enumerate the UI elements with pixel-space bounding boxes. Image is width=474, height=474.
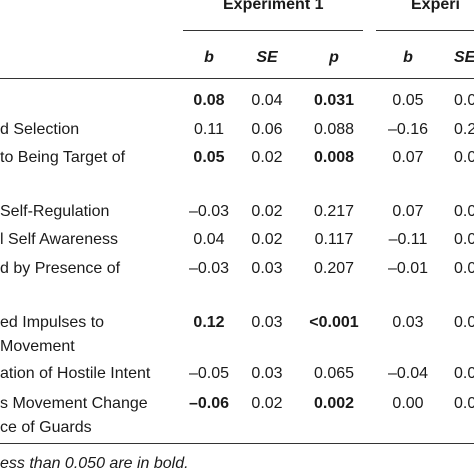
table-footnote: ess than 0.050 are in bold. [0,455,189,472]
cell-value: –0.04 [387,365,429,382]
cell-value: –0.01 [387,260,429,277]
row-label: d Selection [0,121,80,138]
header-rule [0,78,474,79]
cell-value: 0.0 [454,203,474,220]
cell-value: 0.117 [314,231,354,248]
row-label: s Movement Change [0,395,148,412]
bottom-rule [0,443,474,444]
row-label: ation of Hostile Intent [0,365,151,382]
col-header-se-1: SE [256,49,278,66]
cell-value: 0.02 [251,203,283,220]
cell-value: 0.04 [193,231,225,248]
cell-value: 0.04 [251,92,283,109]
cell-value: 0.2 [454,121,474,138]
col-header-b-1: b [204,49,214,66]
cell-value: –0.03 [188,203,230,220]
cell-value: 0.05 [392,92,424,109]
cell-value: 0.0 [454,231,474,248]
cell-value: 0.031 [313,92,355,109]
cell-value: 0.02 [251,149,283,166]
cell-value: 0.0 [454,365,474,382]
col-header-p-1: p [329,49,339,66]
cell-value: 0.07 [392,203,424,220]
group-rule-experiment-2 [376,30,474,31]
cell-value: 0.07 [392,149,424,166]
cell-value: 0.00 [392,395,424,412]
row-label: Self-Regulation [0,203,110,220]
cell-value: <0.001 [309,314,359,331]
cell-value: –0.05 [188,365,230,382]
cell-value: 0.03 [392,314,424,331]
cell-value: 0.03 [251,314,283,331]
group-header-experiment-1: Experiment 1 [223,0,324,13]
cell-value: 0.11 [194,121,224,138]
cell-value: 0.088 [313,121,355,138]
col-header-se-2: SE [454,49,474,66]
row-label: ed Impulses to [0,314,105,331]
cell-value: 0.0 [454,149,474,166]
cell-value: –0.11 [388,231,428,248]
col-header-b-2: b [403,49,413,66]
cell-value: 0.002 [313,395,355,412]
row-label: to Being Target of [0,149,126,166]
cell-value: –0.03 [188,260,230,277]
row-label: l Self Awareness [0,231,118,248]
cell-value: 0.02 [251,231,283,248]
cell-value: 0.03 [251,260,283,277]
cell-value: 0.0 [454,260,474,277]
cell-value: –0.16 [387,121,429,138]
cell-value: 0.12 [193,314,225,331]
cell-value: 0.0 [454,92,474,109]
row-label-continued: ce of Guards [0,419,92,436]
cell-value: 0.02 [251,395,283,412]
cell-value: 0.0 [454,395,474,412]
cell-value: 0.008 [313,149,355,166]
group-header-experiment-2: Experi [411,0,460,13]
cell-value: 0.0 [454,314,474,331]
cell-value: 0.217 [313,203,355,220]
cell-value: 0.207 [313,260,355,277]
cell-value: –0.06 [188,395,230,412]
cell-value: 0.065 [313,365,355,382]
cell-value: 0.03 [251,365,283,382]
cell-value: 0.08 [193,92,225,109]
cell-value: 0.06 [251,121,283,138]
row-label-continued: Movement [0,338,75,355]
cell-value: 0.05 [193,149,225,166]
group-rule-experiment-1 [183,30,363,31]
row-label: d by Presence of [0,260,121,277]
